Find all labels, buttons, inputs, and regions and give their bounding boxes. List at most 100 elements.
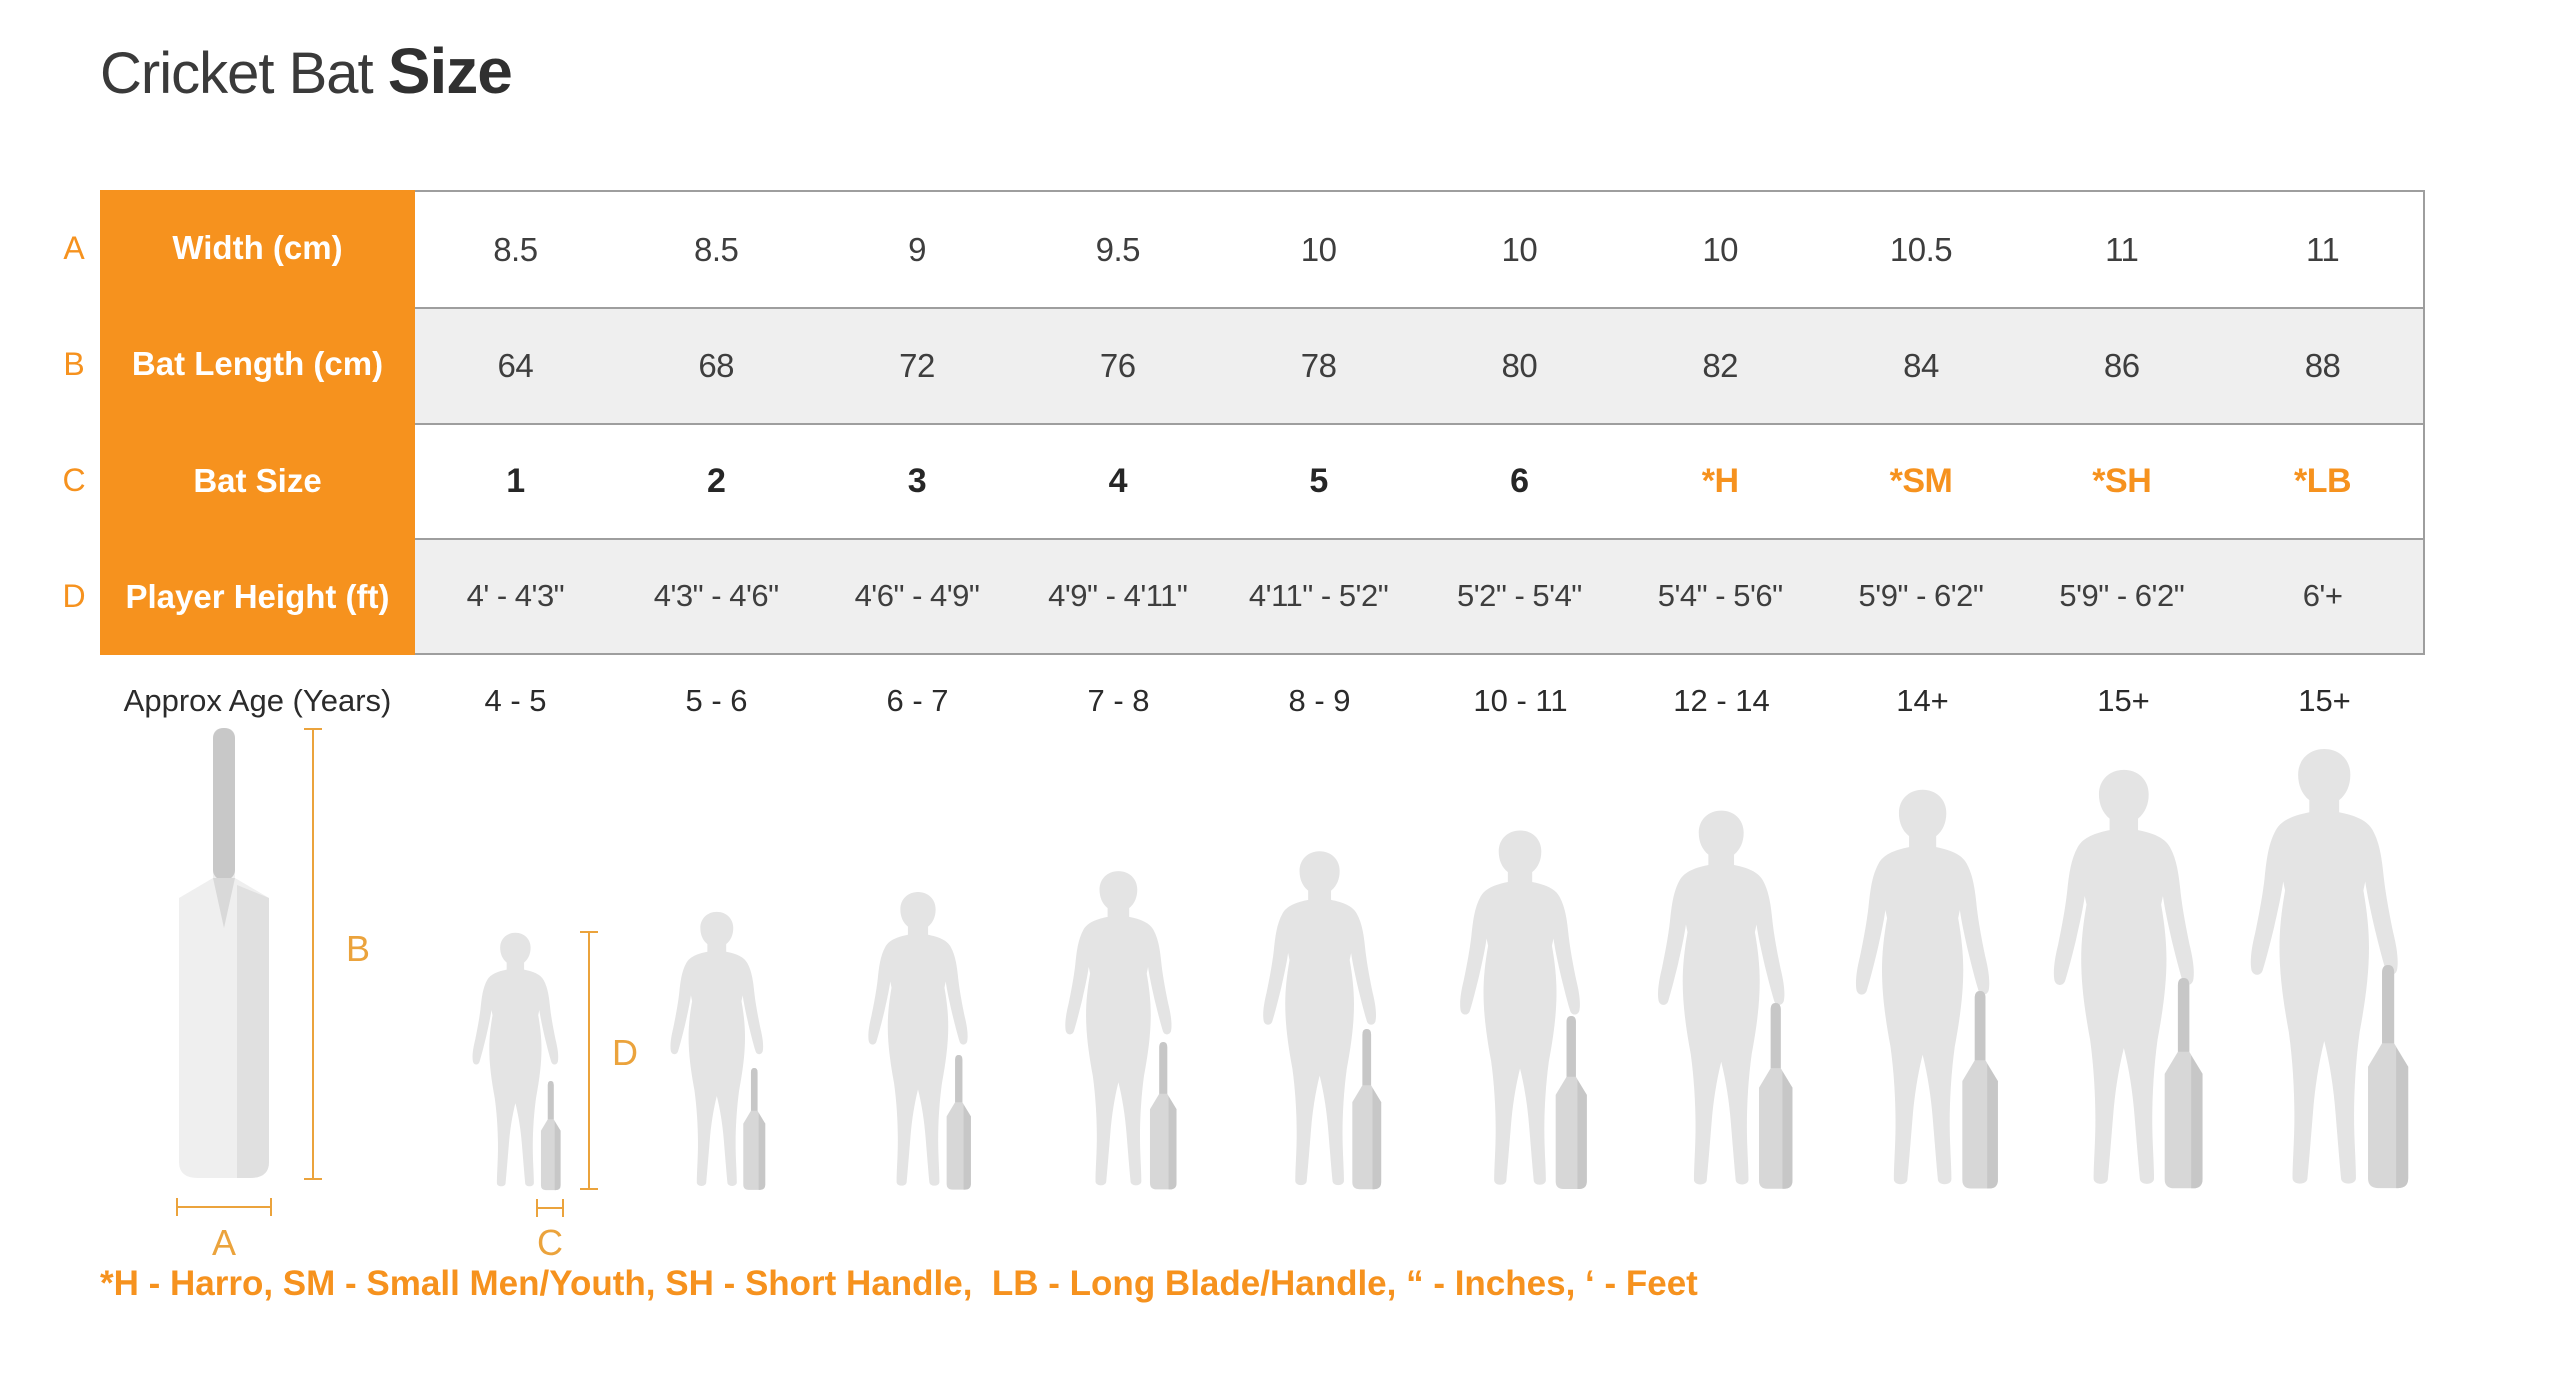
dim-label-c: C [537,1222,563,1263]
player-silhouette [1460,830,1581,1185]
age-cell: 8 - 9 [1288,683,1351,718]
row-header-D: Player Height (ft) [125,577,390,615]
table-cell: 4'3" - 4'6" [653,578,779,614]
table-cell: 9.5 [1095,230,1141,268]
table-cell: 68 [698,346,735,384]
table-cell: 10.5 [1889,230,1953,268]
age-cell: 7 - 8 [1087,683,1150,718]
table-cell: 80 [1501,346,1538,384]
table-cell: *SM [1889,461,1953,500]
table-row: 4' - 4'3" 4'3" - 4'6" 4'6" - 4'9" 4'9" - 4'… [415,537,2423,653]
row-header-B: Bat Length (cm) [131,345,384,383]
dim-label-d: D [612,1032,638,1073]
dim-line-a [176,1198,272,1216]
table-cell: 4'6" - 4'9" [854,578,980,614]
player-silhouette [472,932,559,1187]
junior-bat-illustration [1149,1042,1177,1190]
junior-bat-illustration [1962,991,1998,1189]
table-cell: 11 [2105,230,2139,268]
age-cell: 10 - 11 [1473,683,1568,718]
table-cell: 9 [908,230,926,268]
table-cell: 4' - 4'3" [466,578,565,614]
row-header-C: Bat Size [193,461,322,499]
age-cell: 6 - 7 [886,683,949,718]
table-row: 1 2 3 4 5 6 *H *SM *SH *LB [415,422,2423,538]
table-cell: *SH [2092,461,2152,500]
table-cell: 10 [1702,230,1739,268]
table-cell: *H [1701,461,1739,500]
junior-bat-illustration [1352,1029,1382,1190]
table-cell: 72 [899,346,935,384]
title-regular: Cricket Bat [100,41,388,106]
dim-line-d [580,931,598,1190]
age-cell: 15+ [2097,683,2150,718]
junior-bat-illustration [946,1055,971,1190]
table-cell: 82 [1702,346,1739,384]
junior-bat-illustration [743,1068,766,1190]
junior-bat-illustration [2165,978,2203,1189]
table-cell: 76 [1099,346,1136,384]
row-letter-B: B [63,345,85,382]
junior-bat-illustration [2368,965,2409,1189]
table-cell: 86 [2103,346,2140,384]
player-silhouette [2251,749,2398,1184]
junior-bat-illustration [540,1081,561,1191]
player-silhouette [670,911,763,1186]
reference-bat-illustration [179,728,269,1178]
table-cell: 5'4" - 5'6" [1657,578,1783,614]
row-letter-D: D [62,578,86,615]
table-cell: 88 [2304,346,2341,384]
player-silhouette [1658,810,1785,1185]
table-cell: 4 [1108,461,1128,500]
table-data-grid: 8.5 8.5 9 9.5 10 10 10 10.5 11 11 64 68 72 76 78 80 82 84… [415,190,2425,655]
player-silhouette [2053,769,2194,1184]
table-header-column: Width (cm) Bat Length (cm) Bat Size Player … [100,190,415,655]
table-cell: 1 [506,461,525,500]
row-letter-C: C [62,462,86,498]
size-table: Width (cm) Bat Length (cm) Bat Size Player … [100,190,2425,655]
player-silhouette [1263,851,1376,1186]
table-cell: 64 [497,346,534,384]
dim-line-c [536,1199,564,1217]
table-cell: 5'9" - 6'2" [1858,578,1984,614]
table-cell: 84 [1903,346,1939,384]
junior-bat-illustration [1555,1016,1588,1189]
player-silhouette [1065,871,1172,1186]
table-cell: 6 [1510,461,1529,500]
table-cell: 4'11" - 5'2" [1248,578,1389,614]
player-silhouette [867,892,968,1186]
age-cell: 14+ [1896,683,1949,718]
table-cell: *LB [2294,461,2352,500]
table-cell: 4'9" - 4'11" [1048,578,1188,614]
dim-label-b: B [346,928,371,969]
junior-bat-illustration [1758,1003,1793,1189]
table-cell: 8.5 [493,230,538,268]
table-cell: 10 [1300,230,1337,268]
age-cell: 15+ [2298,683,2351,718]
table-row: 8.5 8.5 9 9.5 10 10 10 10.5 11 11 [415,192,2423,307]
table-cell: 6'+ [2302,578,2343,614]
table-cell: 78 [1300,346,1337,384]
dim-line-b [304,728,322,1180]
title-emphasis: Size [387,35,513,107]
row-header-A: Width (cm) [172,229,343,267]
table-cell: 5'9" - 6'2" [2059,578,2185,614]
row-letter-A: A [63,229,85,266]
table-cell: 5 [1309,461,1328,500]
age-cell: 12 - 14 [1673,683,1770,718]
table-cell: 5'2" - 5'4" [1456,578,1582,614]
age-row-label: Approx Age (Years) [123,683,392,718]
table-cell: 11 [2305,230,2340,268]
table-cell: 3 [907,461,927,500]
age-cell: 4 - 5 [484,683,547,718]
dim-label-a: A [211,1222,236,1263]
table-cell: 8.5 [694,230,739,268]
age-cell: 5 - 6 [685,683,748,718]
table-cell: 2 [706,461,726,500]
table-cell: 10 [1501,230,1538,268]
player-silhouette [1855,789,1990,1185]
page-title: Cricket Bat Size [100,34,513,108]
table-row: 64 68 72 76 78 80 82 84 86 88 [415,307,2423,423]
footnote: *H - Harro, SM - Small Men/Youth, SH - S… [100,1264,1698,1303]
